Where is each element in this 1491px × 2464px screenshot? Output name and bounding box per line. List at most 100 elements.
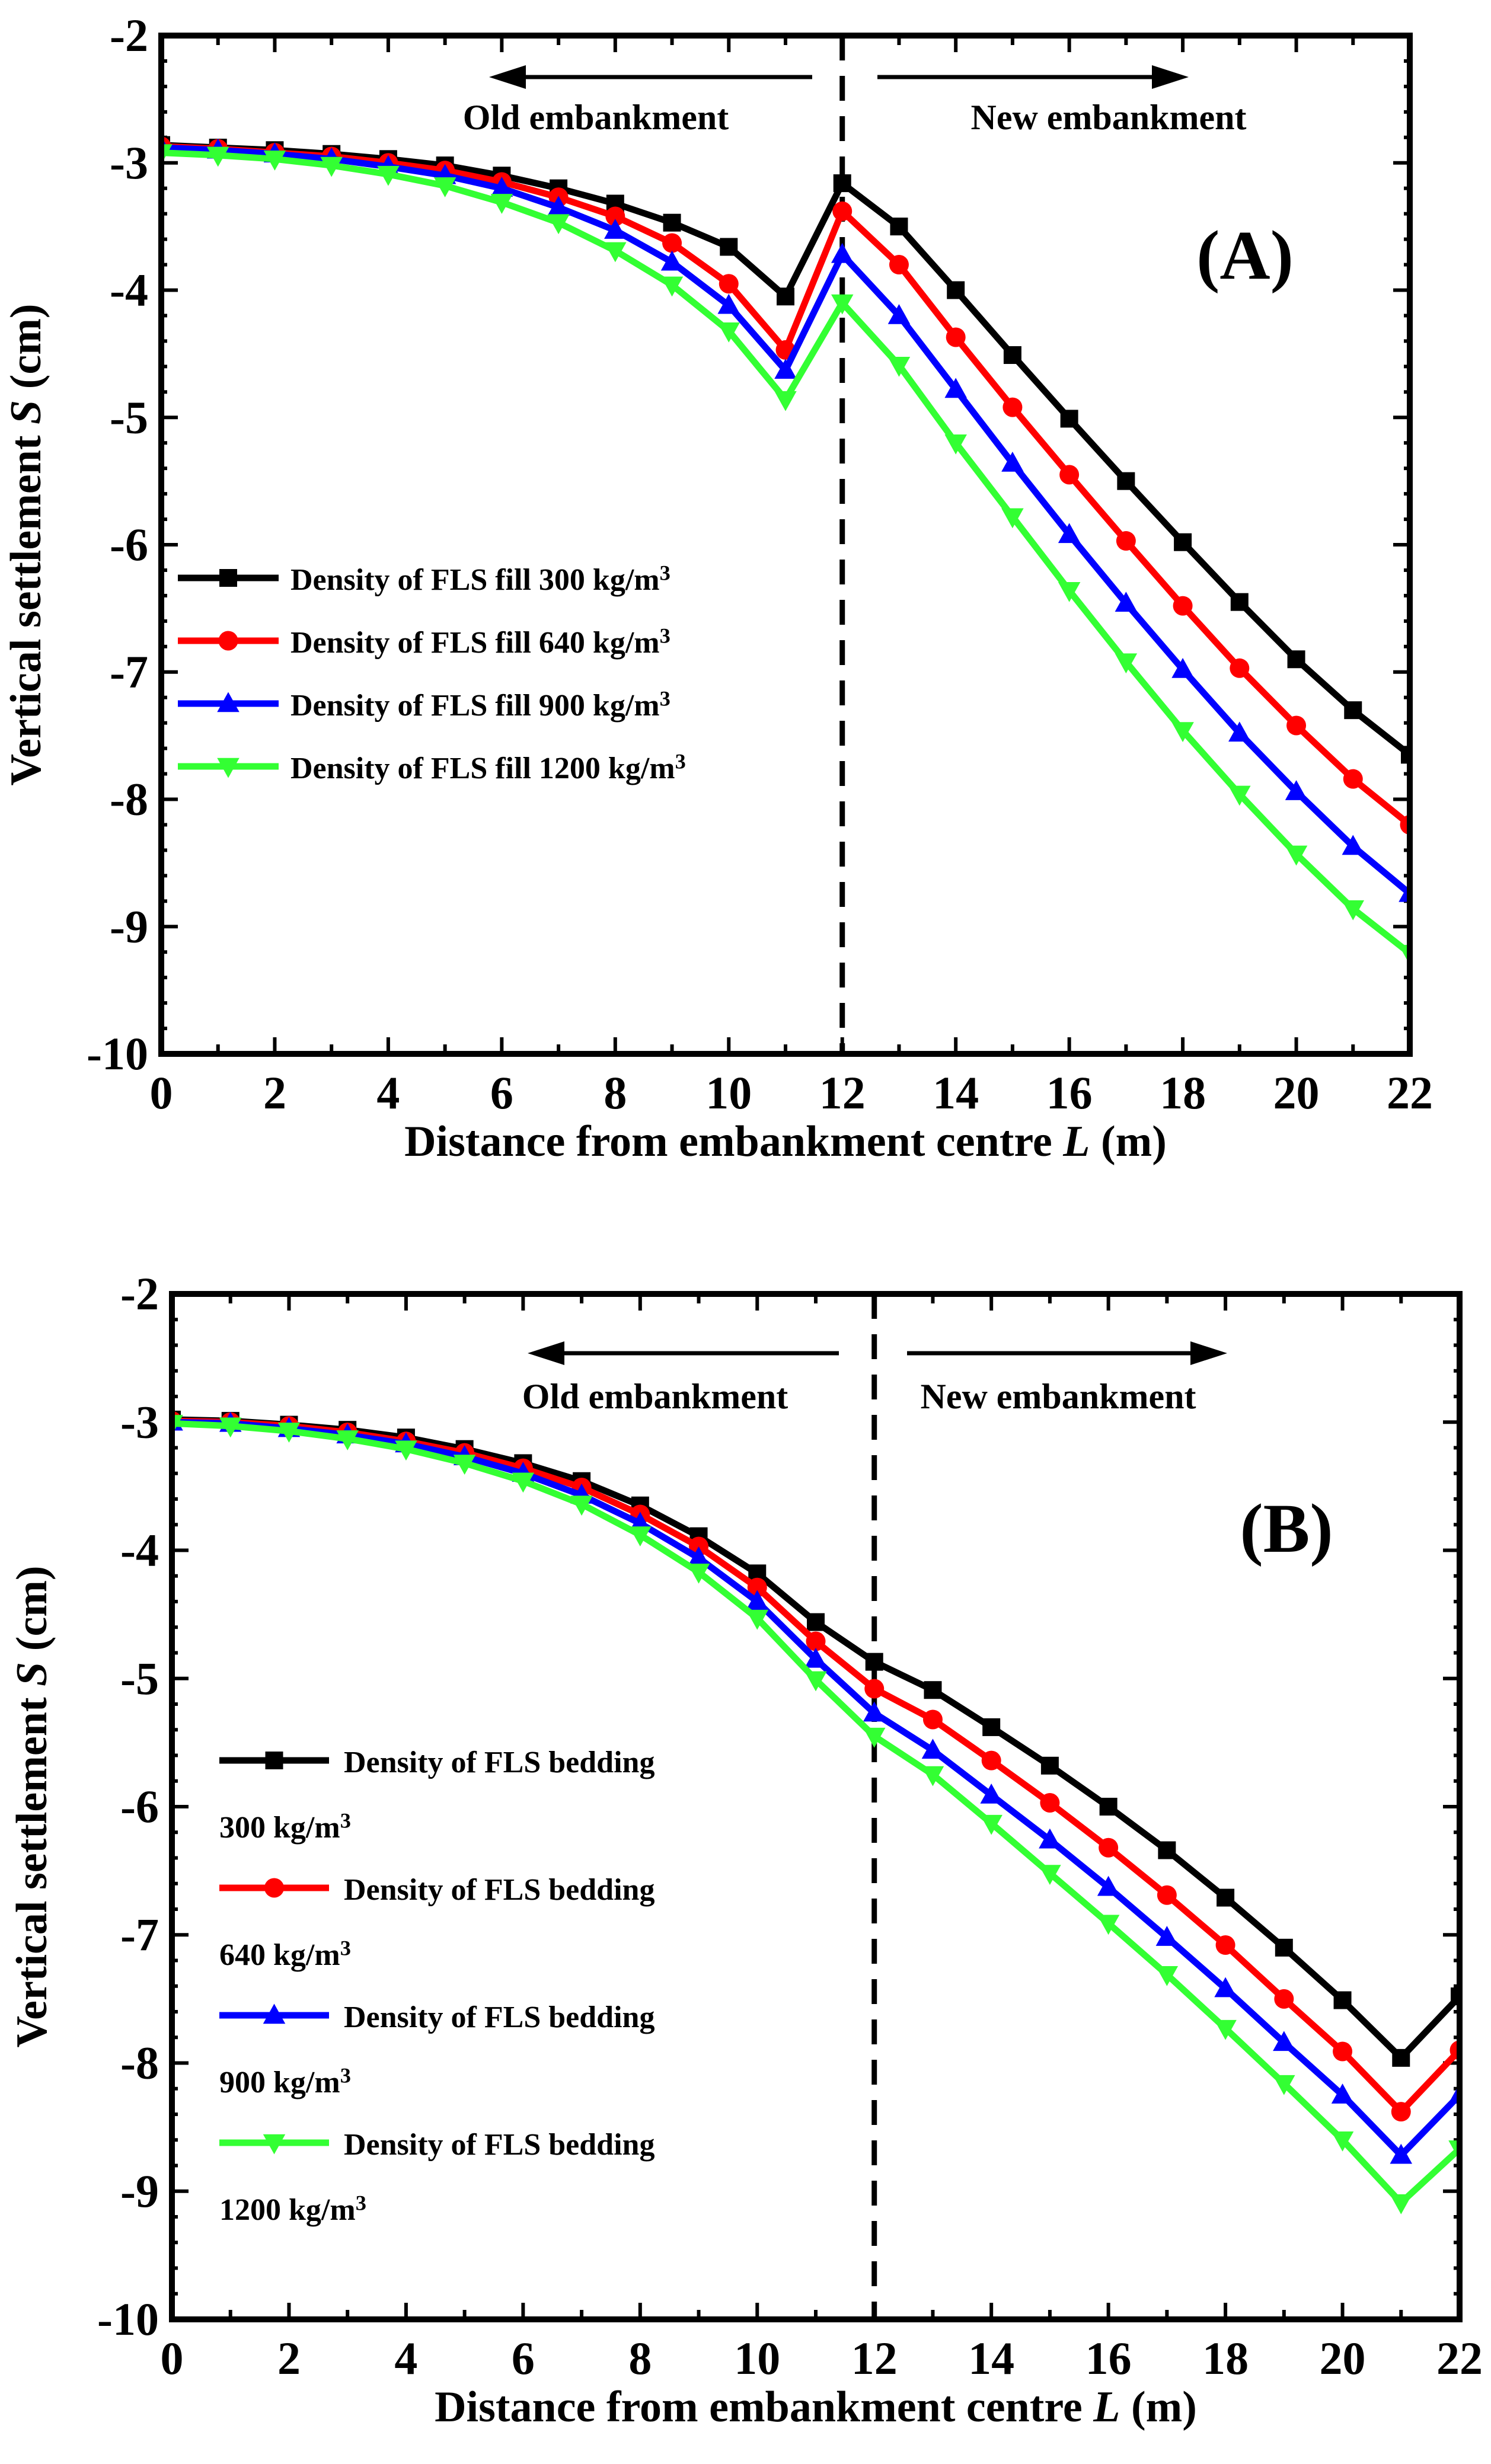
legend-label: Density of FLS fill 300 kg/m3​: [290, 561, 671, 597]
y-tick-label: -5: [120, 1653, 159, 1704]
data-point: [1287, 650, 1305, 669]
legend-marker: [265, 1752, 283, 1769]
legend-label: Density of FLS fill 900 kg/m3​: [290, 687, 671, 723]
data-point: [1003, 346, 1021, 365]
y-tick-label: -10: [87, 1028, 148, 1079]
x-tick-label: 4: [394, 2332, 417, 2384]
data-point: [720, 238, 738, 256]
data-point: [687, 1546, 710, 1567]
data-point: [1060, 410, 1078, 428]
y-axis-title: Vertical settlement S (cm): [8, 1566, 56, 2048]
data-point: [864, 1679, 885, 1699]
x-tick-label: 6: [490, 1067, 513, 1118]
legend-label: 1200 kg/m3​: [219, 2191, 366, 2227]
data-point: [1039, 1865, 1061, 1885]
data-point: [1058, 523, 1081, 544]
data-point: [865, 1653, 883, 1671]
data-point: [1286, 715, 1307, 736]
x-tick-label: 20: [1320, 2332, 1366, 2384]
legend-label: Density of FLS fill 640 kg/m3​: [290, 624, 671, 660]
old-embankment-label: Old embankment: [522, 1377, 788, 1416]
data-point: [889, 255, 909, 275]
axes-frame: [158, 33, 1413, 1057]
data-point: [1344, 701, 1362, 720]
data-point: [206, 146, 229, 167]
data-point: [806, 1631, 826, 1651]
new-embankment-label: New embankment: [921, 1377, 1196, 1416]
data-point: [219, 1417, 242, 1438]
y-tick-label: -6: [110, 519, 148, 570]
data-point: [395, 1440, 417, 1461]
y-tick-label: -9: [110, 900, 148, 952]
data-point: [263, 151, 286, 171]
panel-a-chart: 0 2 4 6 8 10 12 14 16 18 20 22 -10 -9 -8 -7 -6 -5 -4 -3 -2 Di…: [2, 9, 1433, 1166]
data-point: [687, 1564, 710, 1584]
data-point: [831, 294, 854, 315]
data-point: [777, 287, 794, 306]
data-point: [320, 156, 343, 177]
x-tick-label: 22: [1436, 2332, 1483, 2384]
data-point: [1214, 2019, 1237, 2040]
x-tick-label: 16: [1085, 2332, 1132, 2384]
x-tick-label: 18: [1202, 2332, 1249, 2384]
legend-label: Density of FLS bedding: [344, 1873, 654, 1907]
data-point: [1273, 2075, 1295, 2095]
x-axis-title: Distance from embankment centre L (m): [435, 2383, 1197, 2431]
y-tick-label: -8: [120, 2037, 159, 2089]
data-point: [1039, 1828, 1061, 1849]
x-tick-label: 6: [512, 2332, 535, 2384]
data-point: [1157, 1885, 1177, 1905]
data-point: [1217, 1888, 1235, 1907]
data-point: [660, 276, 684, 297]
data-point: [1173, 596, 1193, 616]
data-point: [804, 1647, 827, 1668]
data-point: [1117, 472, 1135, 490]
data-point: [1115, 653, 1138, 674]
y-tick-label: -7: [110, 646, 148, 698]
data-point: [717, 322, 740, 343]
x-axis-title: Distance from embankment centre L (m): [404, 1117, 1167, 1166]
y-tick-label: -4: [110, 264, 148, 316]
legend-label: Density of FLS fill 1200 kg/m3​: [290, 750, 686, 785]
x-tick-label: 8: [628, 2332, 652, 2384]
data-point: [921, 1766, 944, 1787]
data-point: [377, 165, 400, 186]
data-point: [922, 1709, 943, 1730]
axes-frame: [169, 1291, 1463, 2322]
data-point: [774, 359, 797, 379]
data-point: [1174, 533, 1192, 551]
data-point: [1215, 1935, 1235, 1955]
data-point: [547, 214, 570, 235]
data-point: [1273, 2031, 1295, 2051]
x-tick-label: 22: [1387, 1067, 1433, 1118]
data-point: [1171, 722, 1194, 743]
data-point: [774, 391, 797, 411]
y-tick-label: -3: [110, 137, 148, 188]
data-point: [746, 1590, 769, 1610]
y-tick-label: -10: [97, 2293, 159, 2345]
data-point: [1331, 2083, 1354, 2104]
data-point: [1155, 1926, 1179, 1946]
x-tick-label: 16: [1046, 1067, 1093, 1118]
legend-marker: [218, 631, 238, 651]
y-tick-label: -4: [120, 1525, 159, 1576]
data-point: [1155, 1966, 1179, 1986]
data-point: [490, 177, 513, 197]
x-tick-label: 10: [734, 2332, 780, 2384]
y-tick-label: -6: [120, 1781, 159, 1832]
x-tick-label: 12: [851, 2332, 898, 2384]
panel-label: (A): [1196, 216, 1294, 294]
data-point: [947, 281, 965, 299]
new-embankment-label: New embankment: [971, 98, 1247, 137]
data-point: [887, 356, 911, 377]
x-tick-label: 18: [1160, 1067, 1206, 1118]
plot-area: [172, 1410, 1460, 2214]
data-point: [982, 1718, 1001, 1736]
legend-label: 900 kg/m3​: [219, 2064, 351, 2099]
data-point: [1274, 1989, 1294, 2009]
old-embankment-arrow-head: [528, 1341, 564, 1365]
data-point: [747, 1577, 767, 1597]
data-point: [1343, 769, 1363, 789]
data-point: [1059, 465, 1080, 485]
x-tick-label: 2: [263, 1067, 286, 1118]
